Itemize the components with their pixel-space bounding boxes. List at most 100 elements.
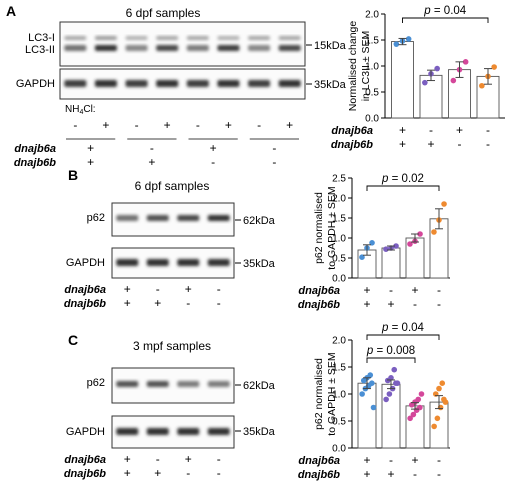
- blot-b-p62-bands: [116, 215, 230, 221]
- chart-c-xrow-label-1: dnajb6b: [298, 469, 340, 481]
- panel-letter-c: C: [68, 332, 78, 348]
- chart-a-xrow-0-3: -: [486, 123, 490, 137]
- genotype-c-1-0: +: [124, 466, 131, 480]
- lc3-ii-band-5: [217, 45, 240, 51]
- panel-a: A 6 dpf samples LC3-I LC3-II GAPDH 15kDa…: [6, 3, 347, 169]
- chart-b-xrow-1-0: +: [363, 297, 370, 311]
- gapdh-label-a: GAPDH: [16, 78, 55, 90]
- genotype-b-1-2: -: [186, 296, 190, 310]
- chart-c-xrow-1-2: -: [413, 467, 417, 481]
- genotype-c-0-1: -: [156, 452, 160, 466]
- genotype-a-0-1: -: [150, 141, 154, 155]
- chart-c-point-1-6: [391, 366, 398, 373]
- nh4cl-row: - + - + - + - +: [73, 118, 293, 132]
- chart-c-point-1-5: [388, 375, 394, 381]
- nh4cl-value-0: -: [73, 118, 77, 132]
- genotype-a-0-3: -: [272, 141, 276, 155]
- genotype-a-1-0: +: [87, 155, 94, 169]
- chart-c-point-2-0: [407, 415, 413, 422]
- gapdh-b-band-3: [207, 259, 230, 266]
- chart-a-point-3-0: [479, 82, 485, 89]
- chart-c-point-3-1: [434, 415, 441, 422]
- p62-label-c: p62: [87, 377, 105, 389]
- chart-c-sig-label-0: p = 0.008: [366, 345, 415, 357]
- panel-a-title: 6 dpf samples: [126, 6, 201, 20]
- mw-62kda-b: 62kDa: [243, 215, 276, 227]
- genotype-b-0-0: +: [124, 282, 131, 296]
- chart-b-bar-1: [381, 247, 401, 279]
- lc3-i-band-7: [278, 36, 301, 40]
- lc3-i-band-6: [248, 36, 271, 40]
- chart-a-ytick-label-1: 0.5: [365, 88, 379, 99]
- chart-b-ytick-label-4: 2.0: [332, 194, 346, 205]
- genotype-b-1-3: -: [217, 296, 221, 310]
- gapdh-a-band-4: [186, 80, 209, 87]
- chart-b-point-0-0: [359, 254, 365, 260]
- chart-a-ytick-label-3: 1.5: [365, 36, 379, 47]
- chart-b-xrow-1-1: +: [387, 297, 394, 311]
- chart-b-point-1-0: [383, 246, 389, 252]
- blot-a-lc3: [59, 21, 306, 67]
- p62-c-band-0: [116, 381, 139, 387]
- chart-a-ytick-label-4: 2.0: [365, 10, 379, 21]
- chart-a-point-3-2: [491, 64, 497, 70]
- chart-b-xrow-1-2: -: [413, 297, 417, 311]
- chart-a-xrow-label-1: dnajb6b: [331, 139, 373, 151]
- chart-c-xrow-1-3: -: [437, 467, 441, 481]
- chart-a-point-2-2: [462, 59, 469, 65]
- gapdh-label-c: GAPDH: [66, 426, 105, 438]
- p62-b-band-1: [146, 215, 169, 221]
- chart-b-ylabel-line-0: p62 normalised: [313, 192, 325, 264]
- chart-c-point-3-5: [436, 385, 442, 392]
- chart-b-sig-bracket-0: [366, 185, 440, 191]
- genotype-values-a: + - + -+ + - -: [87, 141, 276, 169]
- lc3-i-band-3: [156, 36, 179, 40]
- chart-c: 0.0 0.5 1.0 1.5 2.0 p62 normalised to GAPDH ± …: [298, 322, 450, 481]
- gapdh-b-band-0: [116, 259, 139, 266]
- gapdh-c-band-2: [177, 428, 200, 435]
- chart-c-point-0-7: [370, 404, 377, 411]
- nh4cl-label: NH4Cl:: [65, 104, 96, 116]
- chart-b-ytick-label-2: 1.0: [332, 234, 346, 245]
- chart-b-xrow-0-2: +: [411, 283, 418, 297]
- chart-b-point-3-2: [441, 201, 447, 207]
- chart-b-ylabel-line-1: to GAPDH ± SEM: [326, 186, 338, 269]
- chart-c-point-0-6: [367, 372, 374, 378]
- lc3-ii-band-4: [186, 45, 209, 51]
- genotype-b-0-2: +: [185, 282, 192, 296]
- blot-c-p62-bands: [116, 381, 230, 387]
- blot-c-gapdh-bands: [116, 428, 230, 435]
- chart-b-point-1-2: [393, 243, 399, 249]
- chart-a-xrow-1-0: +: [399, 137, 406, 151]
- nh4cl-value-2: -: [135, 118, 139, 132]
- lc3-i-band-5: [217, 36, 240, 40]
- chart-b-xrow-1-3: -: [437, 297, 441, 311]
- chart-c-point-3-0: [431, 423, 437, 430]
- chart-a-xrow-0-0: +: [399, 123, 406, 137]
- genotype-label-dnajb6b-b: dnajb6b: [64, 298, 106, 310]
- nh4cl-value-7: +: [286, 118, 293, 132]
- chart-c-xrow-0-0: +: [363, 453, 370, 467]
- nh4cl-value-6: -: [257, 118, 261, 132]
- panel-c-title: 3 mpf samples: [133, 339, 211, 353]
- gapdh-c-band-0: [116, 428, 139, 435]
- chart-b-ytick-label-3: 1.5: [332, 214, 346, 225]
- chart-a-xrow-0-2: +: [456, 123, 463, 137]
- genotype-a-0-2: +: [210, 141, 217, 155]
- lc3-i-band-1: [94, 36, 117, 40]
- genotype-label-dnajb6a-c: dnajb6a: [64, 454, 106, 466]
- blot-b-gapdh-bands: [116, 259, 230, 266]
- genotype-a-1-3: -: [272, 155, 276, 169]
- chart-a-xrow-label-0: dnajb6a: [331, 125, 373, 137]
- chart-b-xrow-label-0: dnajb6a: [298, 285, 340, 297]
- panel-b-title: 6 dpf samples: [135, 179, 210, 193]
- genotype-a-0-0: +: [87, 141, 94, 155]
- mw-35kda-a: 35kDa: [314, 79, 347, 91]
- chart-c-point-2-7: [418, 391, 425, 397]
- chart-c-xrow-0-1: -: [389, 453, 393, 467]
- chart-b-xrow-label-1: dnajb6b: [298, 299, 340, 311]
- chart-a-ylabel-line-1: in LC3II ± SEM: [360, 31, 372, 102]
- genotype-c-1-2: -: [186, 466, 190, 480]
- lc3-i-band-2: [125, 36, 148, 40]
- chart-c-point-1-7: [394, 380, 401, 387]
